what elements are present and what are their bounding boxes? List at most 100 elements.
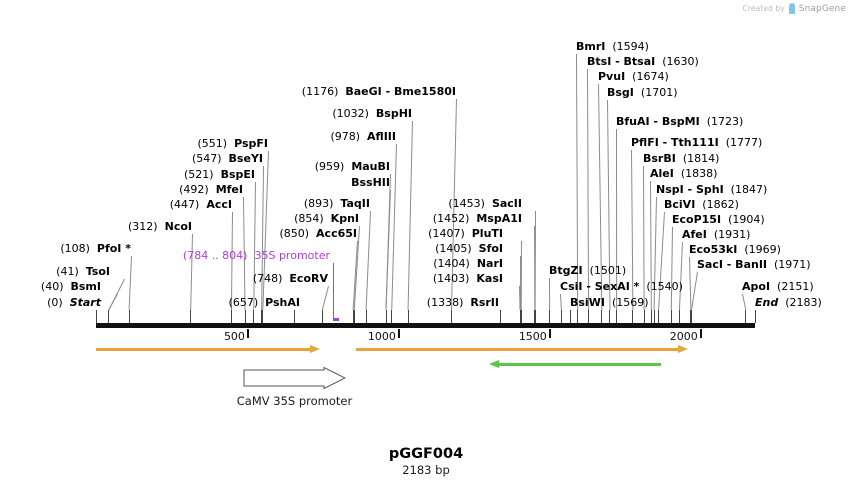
enzyme-site-name: PspFI xyxy=(234,137,268,150)
enzyme-site-name: BseYI xyxy=(228,152,263,165)
enzyme-site-label[interactable]: BsrBI (1814) xyxy=(643,153,719,164)
cut-site-tick xyxy=(755,310,756,323)
enzyme-site-label[interactable]: BssHII xyxy=(344,177,390,188)
enzyme-site-label[interactable]: End (2183) xyxy=(755,297,822,308)
enzyme-site-label[interactable]: (1452) MspA1I xyxy=(433,213,522,224)
enzyme-site-label[interactable]: BsiWI (1569) xyxy=(570,297,649,308)
leader-line xyxy=(549,277,551,311)
camv-feature-label: CaMV 35S promoter xyxy=(236,394,353,408)
enzyme-site-label[interactable]: PvuI (1674) xyxy=(598,71,669,82)
enzyme-site-name: BtsI - BtsaI xyxy=(587,55,656,68)
leader-line xyxy=(691,271,698,311)
cut-site-tick xyxy=(670,310,672,323)
enzyme-site-label[interactable]: ApoI (2151) xyxy=(742,281,814,292)
enzyme-site-label[interactable]: (1403) KasI xyxy=(433,273,503,284)
leader-line xyxy=(520,240,522,311)
leader-line xyxy=(534,210,536,311)
axis-tick xyxy=(548,329,551,338)
enzyme-site-name: AleI xyxy=(650,167,674,180)
enzyme-site-name: AccI xyxy=(206,198,232,211)
enzyme-site-position: (1630) xyxy=(662,55,699,68)
enzyme-site-label[interactable]: (1176) BaeGI - Bme1580I xyxy=(302,86,456,97)
cut-site-tick xyxy=(609,310,611,323)
enzyme-site-label[interactable]: (0) Start xyxy=(47,297,101,308)
enzyme-site-label[interactable]: (1453) SacII xyxy=(448,198,522,209)
enzyme-site-name: NcoI xyxy=(164,220,192,233)
cut-site-tick xyxy=(253,310,255,323)
enzyme-site-label[interactable]: (551) PspFI xyxy=(198,138,269,149)
enzyme-site-label[interactable]: AfeI (1931) xyxy=(682,229,750,240)
cut-site-tick xyxy=(365,310,367,323)
promoter-annotation-name: 35S promoter xyxy=(254,249,330,262)
axis-tick xyxy=(246,329,249,338)
track-shaft xyxy=(498,363,661,367)
promoter-ruler-mark xyxy=(332,318,339,321)
leader-line xyxy=(391,143,397,311)
enzyme-site-label[interactable]: (108) PfoI * xyxy=(60,243,131,254)
enzyme-site-label[interactable]: (1407) PluTI xyxy=(428,228,503,239)
enzyme-site-label[interactable]: AleI (1838) xyxy=(650,168,717,179)
enzyme-site-label[interactable]: SacI - BanII (1971) xyxy=(697,259,811,270)
watermark-brand: SnapGene xyxy=(798,3,846,14)
enzyme-site-label[interactable]: BmrI (1594) xyxy=(576,41,649,52)
enzyme-site-label[interactable]: (1404) NarI xyxy=(433,258,503,269)
cut-site-tick xyxy=(520,310,522,323)
enzyme-site-position: (1847) xyxy=(730,183,768,196)
leader-line xyxy=(253,181,256,310)
enzyme-site-label[interactable]: (893) TaqII xyxy=(304,198,370,209)
enzyme-site-label[interactable]: (657) PshAI xyxy=(229,297,300,308)
enzyme-site-label[interactable]: (521) BspEI xyxy=(184,169,255,180)
green-track-1[interactable] xyxy=(489,360,661,369)
leader-line xyxy=(365,210,371,311)
orange-track-1[interactable] xyxy=(96,345,320,354)
enzyme-site-label[interactable]: BtgZI (1501) xyxy=(549,265,626,276)
enzyme-site-position: (108) xyxy=(60,242,90,255)
enzyme-site-name: BtgZI xyxy=(549,264,583,277)
enzyme-site-label[interactable]: EcoP15I (1904) xyxy=(672,214,765,225)
enzyme-site-label[interactable]: (1032) BspHI xyxy=(332,108,412,119)
leader-line xyxy=(321,285,329,311)
enzyme-site-label[interactable]: BtsI - BtsaI (1630) xyxy=(587,56,699,67)
enzyme-site-position: (1403) xyxy=(432,272,470,285)
enzyme-site-label[interactable]: Eco53kI (1969) xyxy=(689,244,781,255)
enzyme-site-label[interactable]: (492) MfeI xyxy=(179,184,243,195)
enzyme-site-label[interactable]: (41) TsoI xyxy=(56,266,110,277)
enzyme-site-label[interactable]: (447) AccI xyxy=(170,199,232,210)
enzyme-site-label[interactable]: PflFI - Tth111I (1777) xyxy=(631,137,762,148)
enzyme-site-position: (1594) xyxy=(612,40,649,53)
enzyme-site-position: (1452) xyxy=(432,212,470,225)
enzyme-site-label[interactable]: (547) BseYI xyxy=(192,153,263,164)
cut-site-tick xyxy=(588,310,590,323)
orange-track-2[interactable] xyxy=(356,345,688,354)
promoter-annotation-label[interactable]: (784 .. 804) 35S promoter xyxy=(183,250,330,261)
enzyme-site-label[interactable]: BciVI (1862) xyxy=(664,199,739,210)
enzyme-site-name: BsrBI xyxy=(643,152,676,165)
enzyme-site-position: (1407) xyxy=(428,227,465,240)
enzyme-site-label[interactable]: BfuAI - BspMI (1723) xyxy=(616,116,743,127)
enzyme-site-label[interactable]: NspI - SphI (1847) xyxy=(656,184,767,195)
cut-site-tick xyxy=(451,310,452,323)
enzyme-site-label[interactable]: (978) AflIII xyxy=(330,131,396,142)
enzyme-site-name: RsrII xyxy=(470,296,499,309)
cut-site-tick xyxy=(658,310,660,323)
enzyme-site-label[interactable]: (1405) SfoI xyxy=(435,243,503,254)
enzyme-site-label[interactable]: (748) EcoRV xyxy=(253,273,328,284)
enzyme-site-name: BssHII xyxy=(351,176,390,189)
camv-feature-arrow[interactable] xyxy=(243,367,346,389)
enzyme-site-label[interactable]: (854) KpnI xyxy=(294,213,359,224)
enzyme-site-name: PflFI - Tth111I xyxy=(631,136,719,149)
enzyme-site-label[interactable]: CsiI - SexAI * (1540) xyxy=(560,281,683,292)
leader-line xyxy=(128,255,132,311)
enzyme-site-name: MspA1I xyxy=(476,212,522,225)
enzyme-site-label[interactable]: (1338) RsrII xyxy=(427,297,499,308)
enzyme-site-name: PluTI xyxy=(471,227,503,240)
cut-site-tick xyxy=(690,310,692,323)
enzyme-site-label[interactable]: (312) NcoI xyxy=(128,221,192,232)
axis-tick-label: 1500 xyxy=(518,330,547,343)
enzyme-site-position: (1032) xyxy=(332,107,369,120)
enzyme-site-label[interactable]: BsgI (1701) xyxy=(607,87,677,98)
enzyme-site-label[interactable]: (959) MauBI xyxy=(315,161,390,172)
enzyme-site-name: EcoRV xyxy=(289,272,328,285)
enzyme-site-label[interactable]: (40) BsmI xyxy=(41,281,101,292)
enzyme-site-label[interactable]: (850) Acc65I xyxy=(279,228,357,239)
